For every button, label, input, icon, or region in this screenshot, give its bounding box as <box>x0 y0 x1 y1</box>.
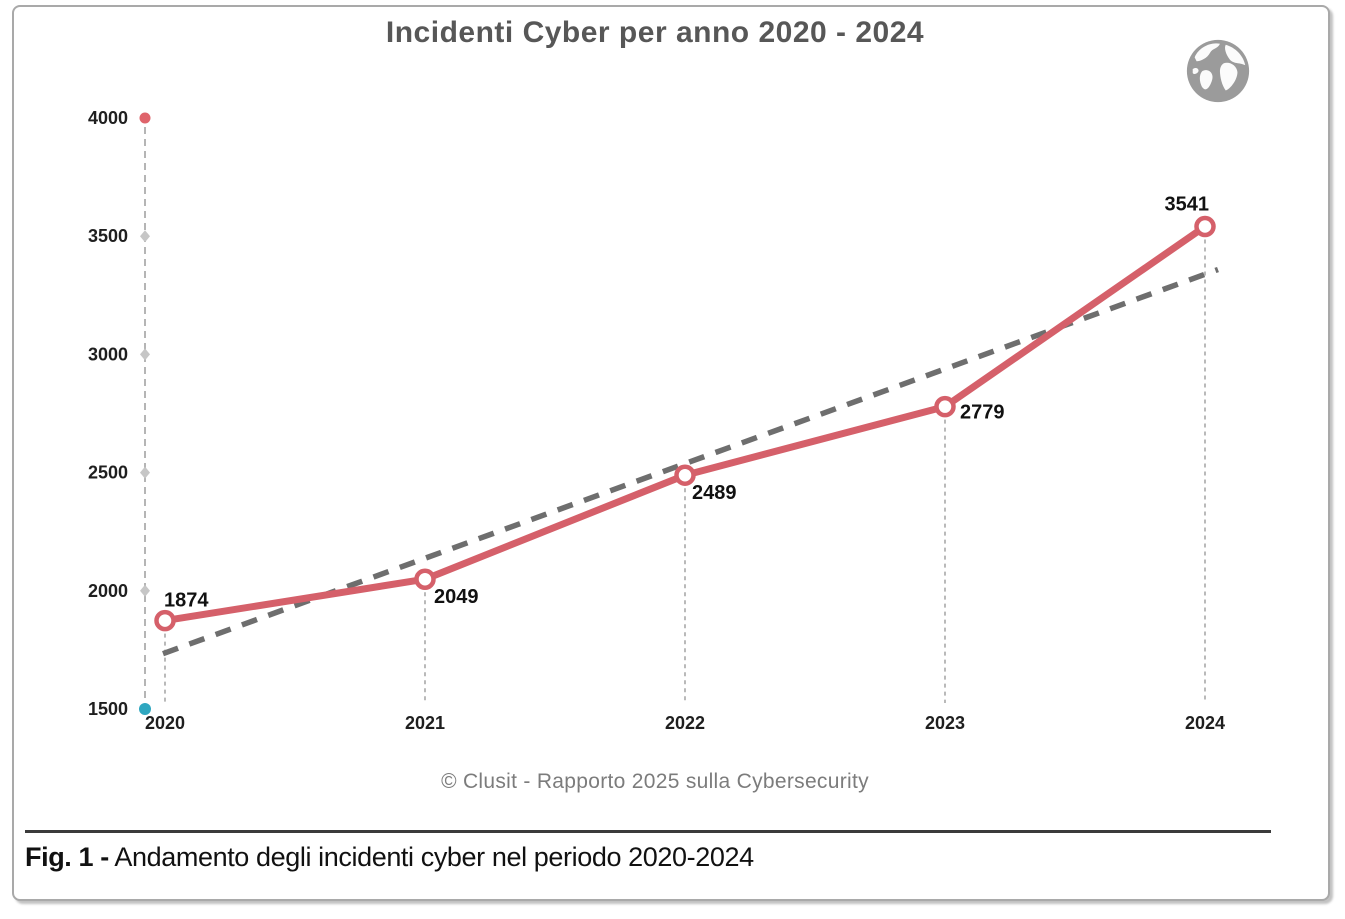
axis-tick-diamond <box>140 348 150 361</box>
data-point-label: 2489 <box>692 482 737 504</box>
axis-tick-diamond <box>140 584 150 597</box>
axis-top-dot <box>139 112 151 124</box>
axis-tick-diamond <box>140 466 150 479</box>
data-point-label: 2779 <box>960 402 1005 424</box>
axis-bottom-dot <box>139 703 151 715</box>
data-point-marker <box>154 609 176 632</box>
y-tick-label: 2500 <box>88 463 128 483</box>
figure-frame <box>12 5 1330 901</box>
y-tick-label: 3500 <box>88 226 128 246</box>
x-category-label: 2020 <box>145 713 185 733</box>
y-tick-label: 2000 <box>88 581 128 601</box>
axis-tick-diamond <box>140 230 150 243</box>
y-tick-label: 1500 <box>88 699 128 719</box>
x-category-label: 2022 <box>665 713 705 733</box>
data-point-marker <box>934 395 956 418</box>
attribution-text: © Clusit - Rapporto 2025 sulla Cybersecu… <box>441 770 869 793</box>
globe-icon <box>1186 39 1250 103</box>
data-point-marker <box>414 568 436 590</box>
chart-title: Incidenti Cyber per anno 2020 - 2024 <box>385 16 925 49</box>
figure-caption-text: Andamento degli incidenti cyber nel peri… <box>108 842 754 872</box>
y-tick-label: 3000 <box>88 344 128 364</box>
figure-caption: Fig. 1 - Andamento degli incidenti cyber… <box>25 842 754 873</box>
x-category-label: 2021 <box>405 713 445 733</box>
data-point-marker <box>1194 215 1216 238</box>
figure-number-label: Fig. 1 - <box>25 842 109 872</box>
y-tick-label: 4000 <box>88 108 128 128</box>
trend-line <box>162 266 1219 657</box>
data-point-label: 1874 <box>164 590 209 612</box>
data-point-marker <box>674 464 696 486</box>
data-point-label: 2049 <box>434 586 479 608</box>
caption-divider <box>25 830 1271 833</box>
data-point-label: 3541 <box>1165 194 1210 216</box>
x-category-label: 2023 <box>925 713 965 733</box>
x-category-label: 2024 <box>1185 713 1225 733</box>
